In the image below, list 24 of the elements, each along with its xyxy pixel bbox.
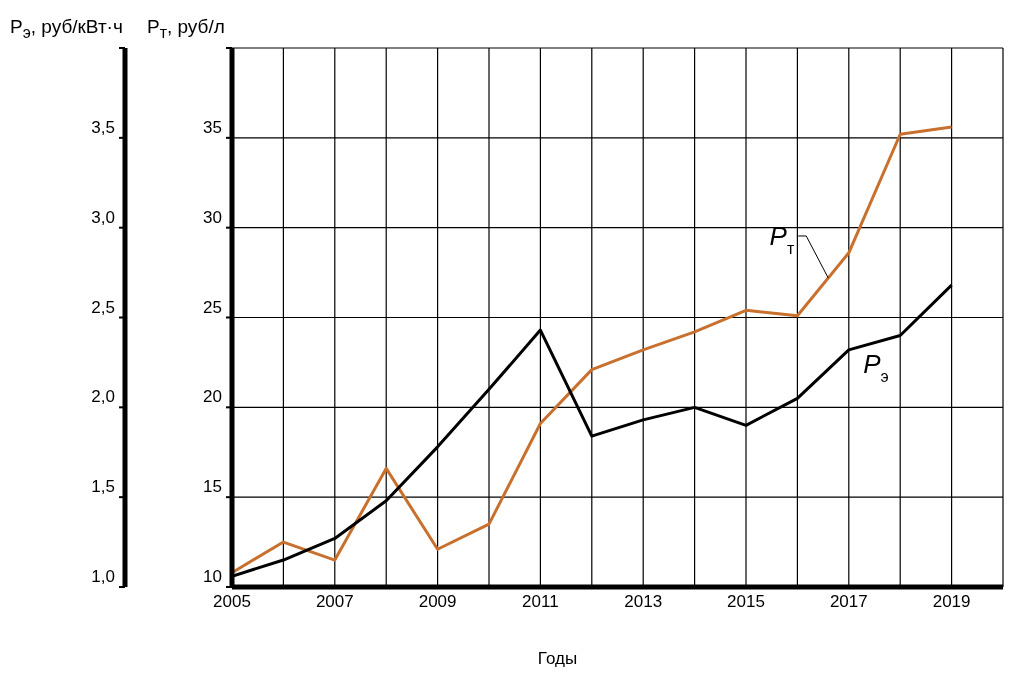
y2-tick-label: 1,0 bbox=[91, 567, 115, 586]
y2-tick-label: 3,5 bbox=[91, 117, 115, 137]
y2-tick-label: 2,0 bbox=[91, 387, 115, 407]
series-label: P$_{э}$ bbox=[863, 349, 889, 385]
x-tick-label: 2007 bbox=[315, 592, 354, 612]
y2-tick-label: 1,5 bbox=[91, 477, 115, 497]
y2-tick-label: 2,5 bbox=[91, 297, 115, 317]
y2-tick-label: 3,0 bbox=[91, 207, 115, 227]
y-tick-label: 10 bbox=[203, 567, 222, 586]
y-axis-title: P$_{т}$, руб/л bbox=[147, 16, 225, 42]
x-tick-label: 2009 bbox=[418, 592, 457, 612]
x-axis-title: Годы bbox=[537, 649, 578, 668]
x-tick-label: 2011 bbox=[522, 592, 559, 612]
y-tick-label: 15 bbox=[203, 477, 222, 497]
x-tick-label: 2015 bbox=[727, 592, 765, 612]
x-tick-label: 2005 bbox=[213, 592, 251, 612]
x-tick-label: 2017 bbox=[829, 592, 868, 612]
x-tick-label: 2013 bbox=[624, 592, 663, 612]
y-tick-label: 20 bbox=[203, 387, 222, 407]
y2-axis-title: P$_{э}$, руб/кВт·ч bbox=[10, 16, 123, 42]
y-tick-label: 30 bbox=[203, 207, 222, 227]
y-tick-label: 25 bbox=[203, 297, 222, 317]
x-tick-label: 2019 bbox=[932, 592, 971, 612]
y-tick-label: 35 bbox=[203, 117, 222, 137]
